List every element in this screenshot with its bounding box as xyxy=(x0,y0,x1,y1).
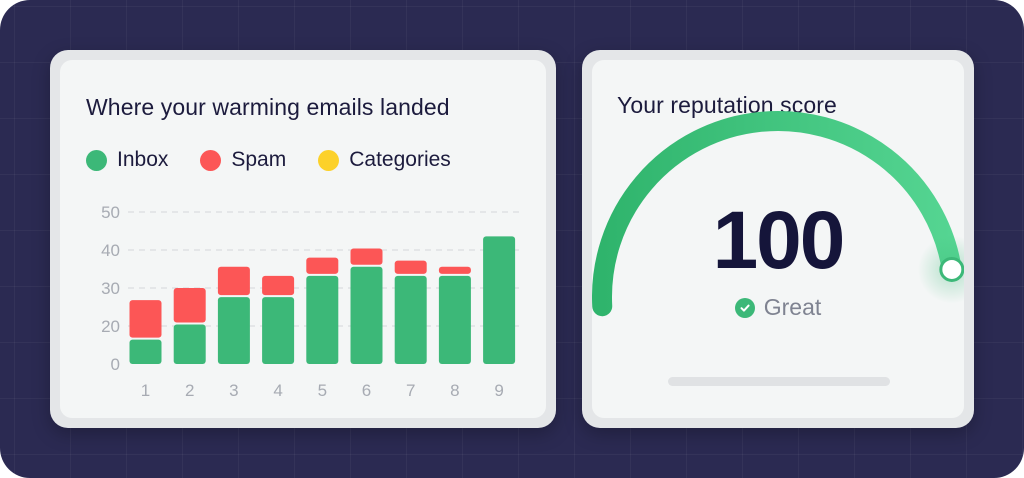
legend-label-inbox: Inbox xyxy=(117,148,169,171)
legend-dot-categories xyxy=(318,149,340,171)
bar-inbox-7[interactable] xyxy=(394,275,427,364)
legend-item-inbox[interactable]: Inbox xyxy=(86,148,168,172)
x-tick-label: 9 xyxy=(494,381,503,400)
y-tick-label: 20 xyxy=(101,317,120,336)
x-tick-label: 3 xyxy=(229,381,238,400)
score-placeholder-bar xyxy=(668,377,890,386)
legend-label-spam: Spam xyxy=(231,148,287,171)
y-tick-label: 40 xyxy=(101,241,120,260)
legend-dot-inbox xyxy=(86,149,107,171)
reputation-card-body: Your reputation score 100 Great xyxy=(592,60,964,418)
warming-emails-title: Where your warming emails landed xyxy=(86,94,450,120)
x-tick-label: 1 xyxy=(141,381,150,400)
bar-spam-8[interactable] xyxy=(438,266,471,274)
x-tick-label: 8 xyxy=(450,381,459,400)
gauge-handle[interactable] xyxy=(939,256,964,282)
check-icon xyxy=(734,297,755,318)
status-label: Great xyxy=(763,294,822,320)
legend-dot-spam xyxy=(200,149,222,171)
bar-inbox-2[interactable] xyxy=(173,324,206,364)
bar-inbox-3[interactable] xyxy=(217,297,250,364)
score-value: 100 xyxy=(712,195,846,286)
x-tick-label: 2 xyxy=(185,381,194,400)
chart-legend: Inbox Spam Categories xyxy=(86,148,483,172)
y-tick-label: 50 xyxy=(101,203,120,222)
gauge-arc xyxy=(592,111,962,317)
y-tick-label: 30 xyxy=(101,279,120,298)
legend-item-categories[interactable]: Categories xyxy=(318,148,451,172)
x-tick-label: 5 xyxy=(318,381,327,400)
bar-spam-1[interactable] xyxy=(129,300,162,338)
legend-label-categories: Categories xyxy=(349,148,451,171)
reputation-gauge xyxy=(592,111,964,317)
bar-inbox-8[interactable] xyxy=(438,275,471,364)
x-tick-label: 4 xyxy=(273,381,282,400)
bar-spam-7[interactable] xyxy=(394,260,427,274)
bar-inbox-6[interactable] xyxy=(350,266,383,364)
bar-spam-4[interactable] xyxy=(262,275,295,296)
bar-inbox-4[interactable] xyxy=(262,297,295,364)
bar-chart: 0 20 30 40 50 1 2 3 4 5 6 7 8 9 xyxy=(101,203,524,400)
x-tick-label: 6 xyxy=(362,381,371,400)
bar-inbox-9[interactable] xyxy=(483,236,516,364)
reputation-card: Your reputation score 100 Great xyxy=(582,50,974,428)
x-tick-label: 7 xyxy=(406,381,415,400)
bar-inbox-1[interactable] xyxy=(129,339,162,364)
legend-item-spam[interactable]: Spam xyxy=(200,148,286,172)
bar-spam-3[interactable] xyxy=(217,266,250,296)
score-status: Great xyxy=(592,294,964,321)
bar-spam-6[interactable] xyxy=(350,248,383,265)
bar-inbox-5[interactable] xyxy=(306,275,339,364)
bar-spam-5[interactable] xyxy=(306,257,339,274)
y-tick-label: 0 xyxy=(111,355,120,374)
warming-emails-card: Where your warming emails landed Inbox S… xyxy=(50,50,556,428)
bar-spam-2[interactable] xyxy=(173,288,206,323)
warming-emails-card-body: Where your warming emails landed Inbox S… xyxy=(60,60,546,418)
